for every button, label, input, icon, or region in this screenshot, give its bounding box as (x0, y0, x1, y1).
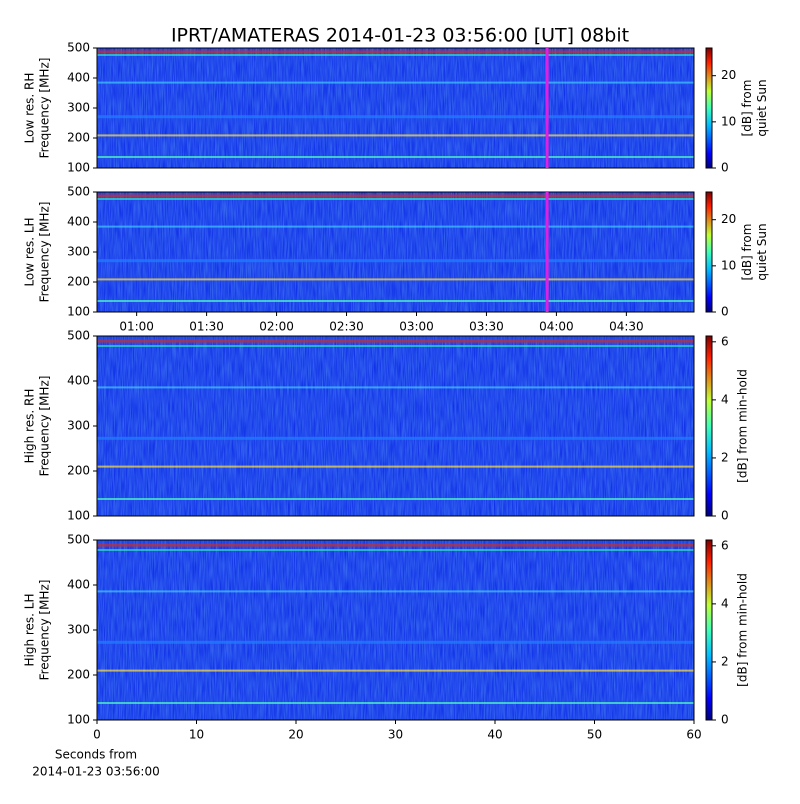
colorbar-tick-label: 0 (721, 305, 729, 319)
spectrogram-band (97, 225, 694, 228)
x-tick-label: 10 (189, 728, 204, 742)
colorbar-tick-label: 4 (721, 392, 729, 406)
x-tick-label: 02:00 (259, 320, 294, 334)
colorbar-tick-label: 0 (721, 161, 729, 175)
x-tick-label: 20 (288, 728, 303, 742)
spectrogram-band (97, 345, 694, 347)
colorbar-tick-label: 0 (721, 509, 729, 523)
spectrogram-band (97, 669, 694, 672)
spectrogram-band (97, 198, 694, 200)
y-tick-label: 100 (67, 161, 90, 175)
colorbar (705, 191, 713, 313)
y-tick-label: 400 (67, 578, 90, 592)
spectrogram-band (97, 549, 694, 551)
x-tick-label: 60 (686, 728, 701, 742)
y-tick-label: 200 (67, 668, 90, 682)
y-axis-label: High res. RH (23, 389, 37, 464)
colorbar-tick-label: 10 (721, 258, 736, 272)
spectrogram-noise (97, 336, 694, 516)
y-axis-label: Frequency [MHz] (38, 580, 52, 681)
spectrogram-noise (97, 48, 694, 168)
spectrogram-band (97, 50, 694, 54)
y-axis-label: Frequency [MHz] (38, 376, 52, 477)
spectrogram-band (97, 278, 694, 281)
x-tick-label: 04:30 (609, 320, 644, 334)
spectrogram-band (97, 194, 694, 198)
y-tick-label: 100 (67, 713, 90, 727)
colorbar-tick-label: 4 (721, 596, 729, 610)
x-tick-label: 03:00 (399, 320, 434, 334)
y-tick-label: 400 (67, 215, 90, 229)
spectrogram-band (97, 156, 694, 158)
colorbar (705, 335, 713, 517)
spectrogram-band (97, 543, 694, 547)
y-axis-label: High res. LH (23, 593, 37, 666)
colorbar-tick-label: 2 (721, 450, 729, 464)
spectrogram-noise (97, 192, 694, 312)
spectrogram-band (97, 436, 694, 440)
y-tick-label: 500 (67, 41, 90, 55)
y-tick-label: 500 (67, 533, 90, 547)
x-axis-label: Seconds from (55, 748, 137, 762)
colorbar-tick-label: 2 (721, 654, 729, 668)
spectrogram-band (97, 81, 694, 84)
colorbar-label: [dB] from min-hold (736, 369, 750, 483)
colorbar-tick-label: 20 (721, 68, 736, 82)
y-tick-label: 200 (67, 275, 90, 289)
y-tick-label: 100 (67, 305, 90, 319)
spectrogram-band (97, 640, 694, 644)
spectrogram-band (97, 386, 694, 389)
spectrogram-band (97, 134, 694, 137)
x-tick-label: 40 (487, 728, 502, 742)
colorbar-tick-label: 20 (721, 212, 736, 226)
spectrogram-band (97, 300, 694, 302)
colorbar-label: [dB] from min-hold (736, 573, 750, 687)
colorbar-label: quiet Sun (755, 223, 769, 280)
y-tick-label: 400 (67, 374, 90, 388)
y-tick-label: 300 (67, 245, 90, 259)
x-tick-label: 0 (93, 728, 101, 742)
y-tick-label: 200 (67, 464, 90, 478)
y-tick-label: 300 (67, 101, 90, 115)
x-tick-label: 50 (587, 728, 602, 742)
spectrogram-band (97, 259, 694, 263)
colorbar-label: quiet Sun (755, 79, 769, 136)
x-tick-label: 01:30 (189, 320, 224, 334)
spectrogram-band (97, 54, 694, 56)
figure-title: IPRT/AMATERAS 2014-01-23 03:56:00 [UT] 0… (171, 25, 629, 47)
colorbar-tick-label: 10 (721, 114, 736, 128)
y-axis-label: Low res. RH (23, 73, 37, 144)
y-tick-label: 300 (67, 623, 90, 637)
spectrogram-noise (97, 540, 694, 720)
x-tick-label: 03:30 (469, 320, 504, 334)
colorbar (705, 539, 713, 721)
x-tick-label: 02:30 (329, 320, 364, 334)
y-axis-label: Frequency [MHz] (38, 58, 52, 159)
x-tick-label: 04:00 (539, 320, 574, 334)
y-tick-label: 500 (67, 185, 90, 199)
x-axis-label: 2014-01-23 03:56:00 (32, 765, 159, 779)
spectrogram-band (97, 465, 694, 468)
y-axis-label: Low res. LH (23, 217, 37, 286)
colorbar-label: [dB] from (740, 224, 754, 281)
colorbar-tick-label: 6 (721, 538, 729, 552)
spectrogram-band (97, 115, 694, 119)
spectrogram-band (97, 702, 694, 704)
spectrogram-band (97, 590, 694, 593)
x-tick-label: 30 (388, 728, 403, 742)
y-tick-label: 100 (67, 509, 90, 523)
colorbar (705, 47, 713, 169)
spectrogram-band (97, 339, 694, 343)
y-tick-label: 200 (67, 131, 90, 145)
y-tick-label: 500 (67, 329, 90, 343)
colorbar-tick-label: 6 (721, 334, 729, 348)
y-tick-label: 400 (67, 71, 90, 85)
y-axis-label: Frequency [MHz] (38, 202, 52, 303)
x-tick-label: 01:00 (119, 320, 154, 334)
spectrogram-band (97, 498, 694, 500)
y-tick-label: 300 (67, 419, 90, 433)
colorbar-tick-label: 0 (721, 713, 729, 727)
colorbar-label: [dB] from (740, 80, 754, 137)
